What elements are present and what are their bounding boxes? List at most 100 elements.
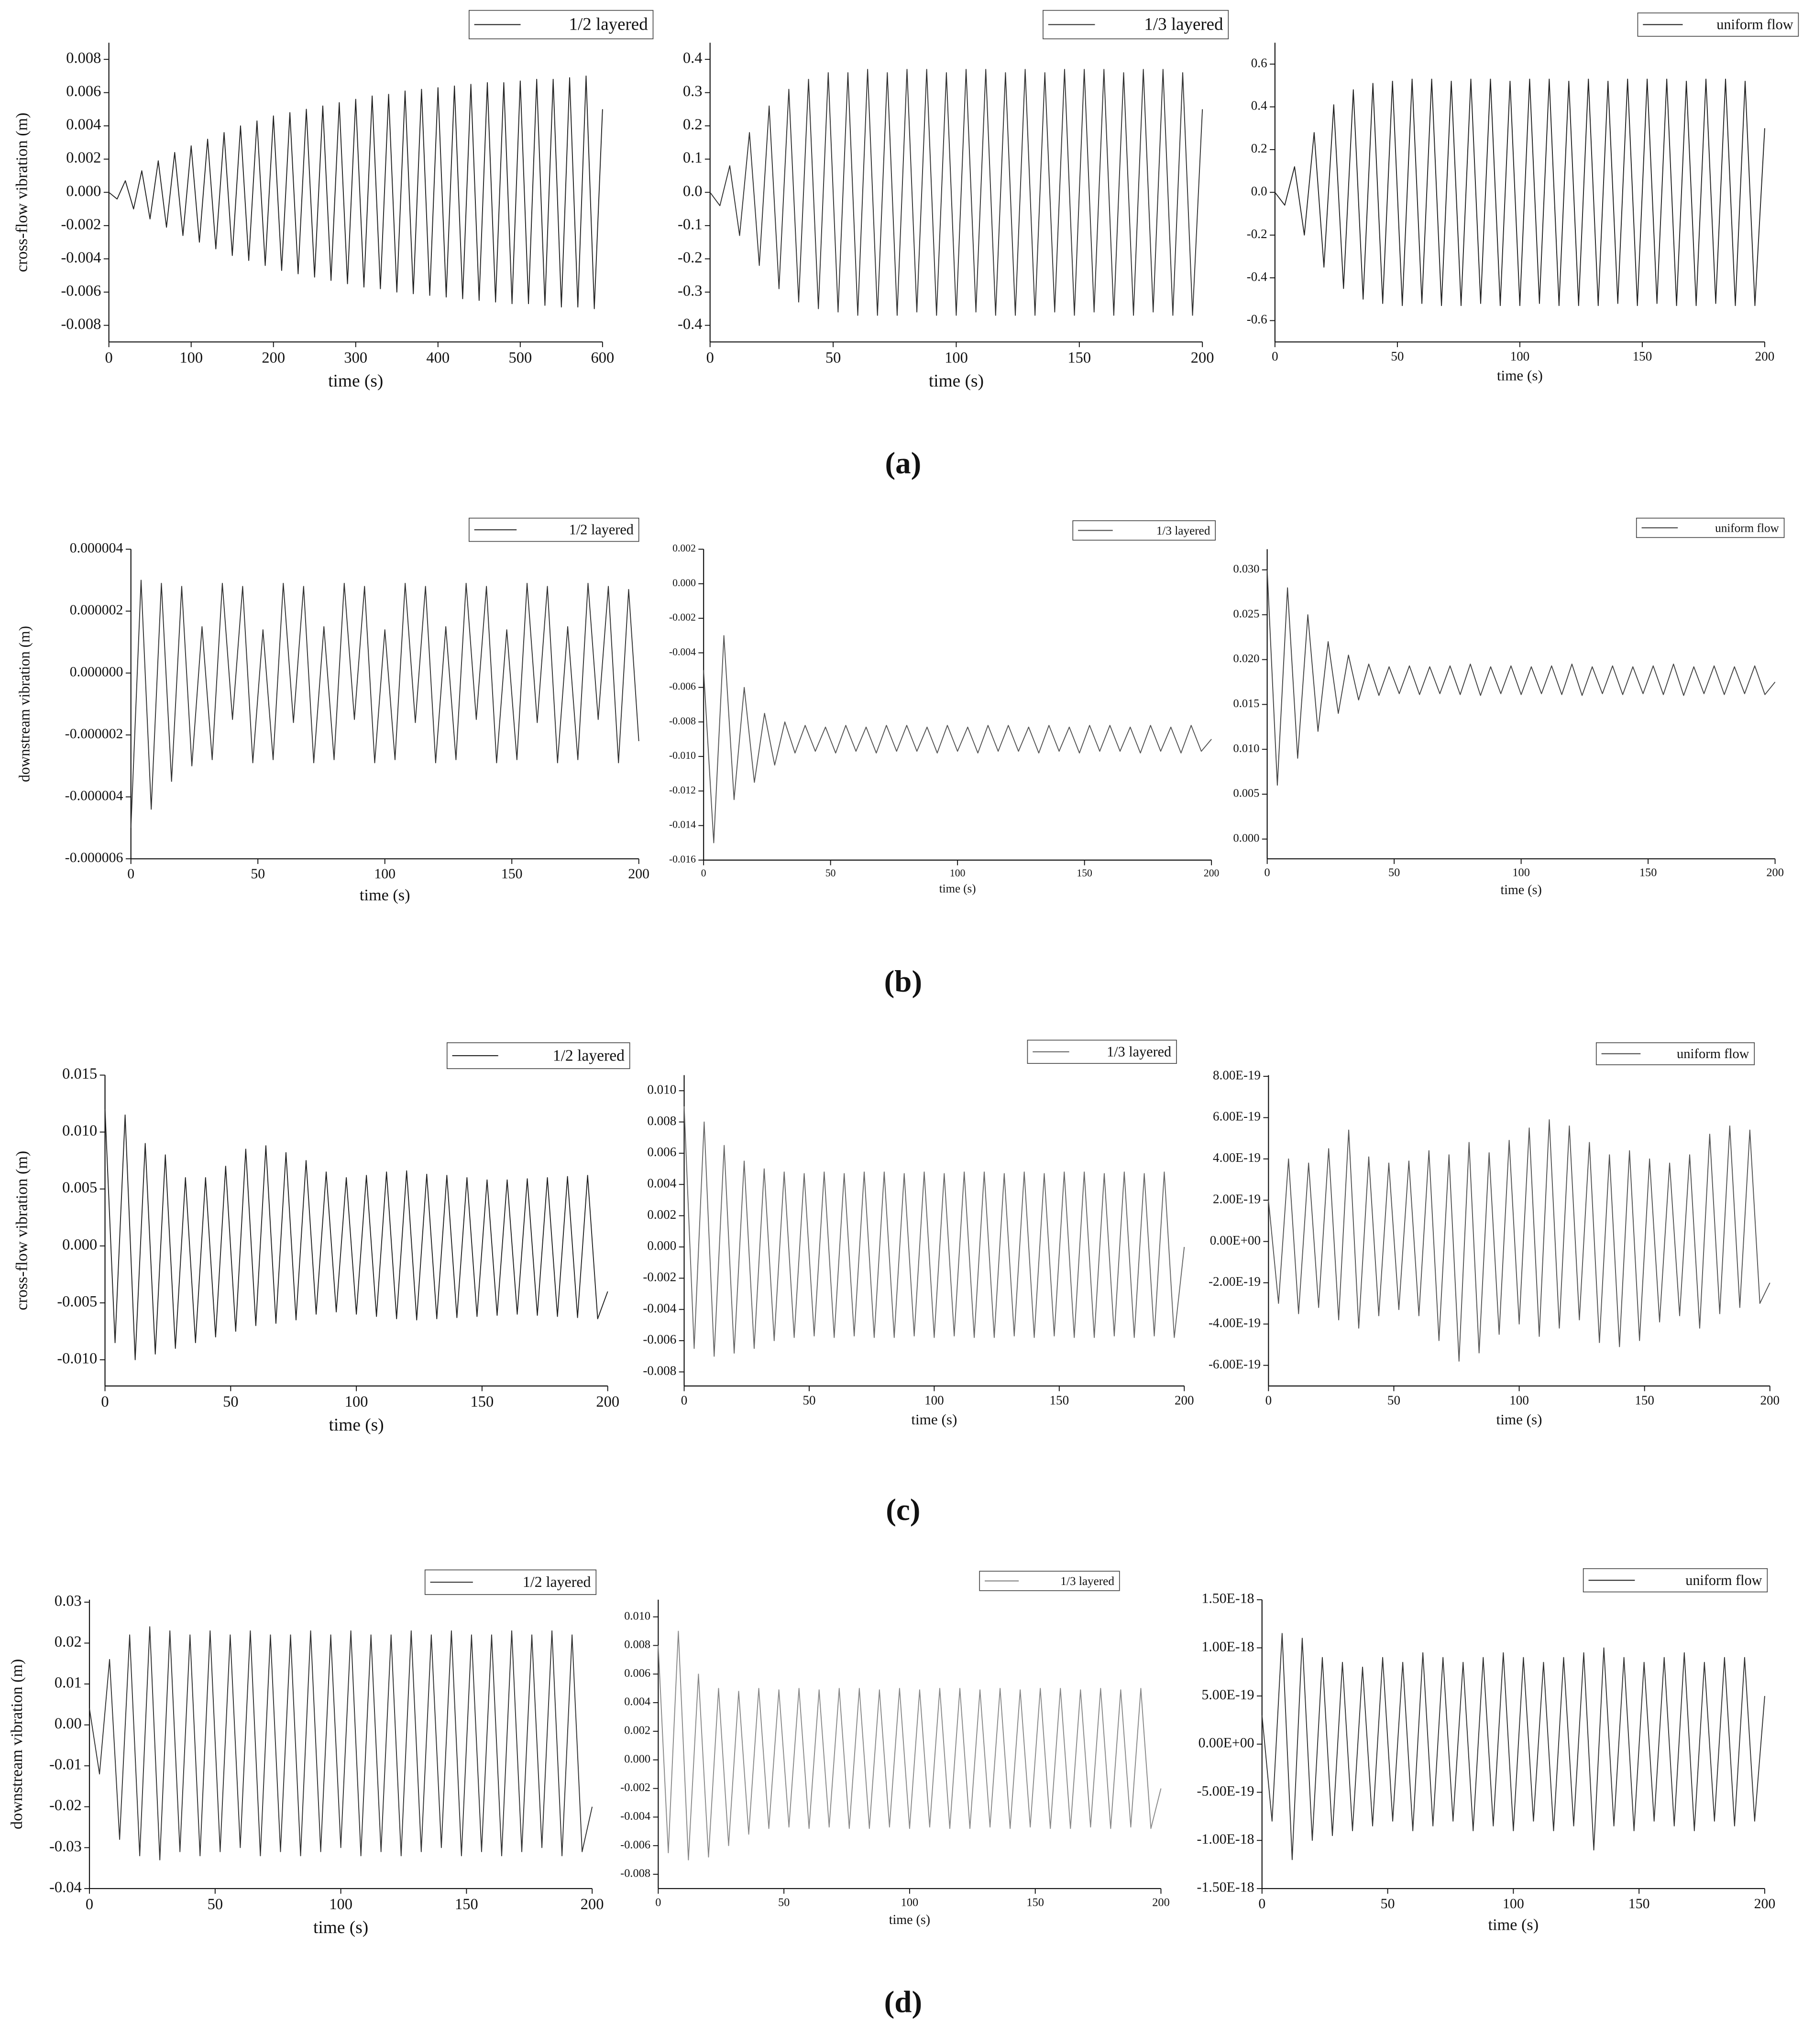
y-tick-label: 0.02 bbox=[55, 1633, 82, 1651]
x-tick-label: 200 bbox=[581, 1896, 604, 1913]
y-tick-label: 5.00E-19 bbox=[1201, 1687, 1254, 1703]
legend-label: uniform flow bbox=[1716, 16, 1793, 33]
y-tick-label: -0.4 bbox=[678, 316, 702, 333]
y-tick-label: -0.002 bbox=[643, 1270, 676, 1284]
x-axis-label: time (s) bbox=[889, 1913, 930, 1927]
x-tick-label: 150 bbox=[1067, 349, 1091, 366]
y-tick-label: 0.010 bbox=[1233, 742, 1260, 755]
y-tick-label: 0.030 bbox=[1233, 562, 1260, 575]
x-tick-label: 0 bbox=[1272, 349, 1278, 363]
series-line bbox=[104, 1109, 608, 1360]
y-tick-label: -0.3 bbox=[678, 282, 702, 299]
x-tick-label: 100 bbox=[950, 867, 965, 879]
x-tick-label: 100 bbox=[901, 1896, 919, 1909]
panel-label: (b) bbox=[884, 964, 922, 999]
y-tick-label: -0.002 bbox=[61, 216, 101, 233]
x-tick-label: 400 bbox=[426, 349, 450, 366]
y-tick-label: 0.03 bbox=[55, 1592, 82, 1609]
y-tick-label: 0.000 bbox=[624, 1752, 650, 1765]
x-tick-label: 200 bbox=[1755, 349, 1775, 363]
x-tick-label: 50 bbox=[825, 867, 836, 879]
x-tick-label: 0 bbox=[655, 1896, 661, 1909]
y-tick-label: 1.00E-18 bbox=[1201, 1639, 1254, 1654]
x-tick-label: 50 bbox=[223, 1393, 239, 1410]
legend-label: 1/3 layered bbox=[1107, 1043, 1171, 1060]
y-tick-label: -6.00E-19 bbox=[1209, 1357, 1261, 1371]
legend-label: 1/3 layered bbox=[1156, 525, 1210, 537]
y-axis-label: cross-flow vibration (m) bbox=[13, 113, 31, 273]
x-tick-label: 150 bbox=[1050, 1393, 1069, 1407]
legend-label: 1/3 layered bbox=[1060, 1575, 1114, 1588]
y-tick-label: -0.1 bbox=[678, 216, 702, 233]
y-tick-label: -0.005 bbox=[57, 1293, 97, 1310]
x-tick-label: 150 bbox=[455, 1896, 478, 1913]
y-tick-label: -0.004 bbox=[61, 249, 101, 266]
y-tick-label: -0.03 bbox=[49, 1838, 82, 1855]
y-tick-label: -0.000004 bbox=[65, 787, 123, 803]
y-tick-label: -0.4 bbox=[1247, 269, 1267, 284]
series-line bbox=[109, 75, 603, 309]
y-tick-label: -0.008 bbox=[620, 1867, 650, 1880]
y-tick-label: -0.2 bbox=[678, 249, 702, 266]
y-tick-label: -4.00E-19 bbox=[1209, 1315, 1261, 1330]
y-tick-label: 0.4 bbox=[1251, 98, 1267, 113]
series-line bbox=[1261, 1633, 1765, 1860]
x-tick-label: 150 bbox=[1077, 867, 1092, 879]
x-tick-label: 200 bbox=[1766, 866, 1784, 879]
y-tick-label: -2.00E-19 bbox=[1209, 1274, 1261, 1289]
x-axis-label: time (s) bbox=[939, 882, 976, 895]
y-tick-label: -0.01 bbox=[49, 1756, 82, 1773]
y-tick-label: 0.010 bbox=[624, 1609, 650, 1622]
y-tick-label: -1.00E-18 bbox=[1197, 1831, 1254, 1847]
y-tick-label: 0.3 bbox=[683, 83, 703, 100]
x-tick-label: 50 bbox=[778, 1896, 790, 1909]
legend-box bbox=[979, 1571, 1120, 1591]
y-tick-label: 0.002 bbox=[624, 1724, 650, 1737]
y-tick-label: 0.01 bbox=[55, 1674, 82, 1692]
series-line bbox=[1275, 78, 1765, 306]
y-tick-label: -0.004 bbox=[669, 646, 696, 657]
y-tick-label: -0.002 bbox=[669, 612, 696, 623]
y-tick-label: -0.012 bbox=[669, 784, 696, 796]
x-tick-label: 200 bbox=[1760, 1393, 1780, 1407]
x-tick-label: 50 bbox=[1391, 349, 1404, 363]
y-tick-label: -0.006 bbox=[61, 282, 101, 299]
x-tick-label: 100 bbox=[374, 866, 396, 882]
legend-box bbox=[469, 10, 654, 40]
legend-label: 1/3 layered bbox=[1144, 14, 1223, 34]
y-tick-label: 0.020 bbox=[1233, 652, 1260, 665]
x-tick-label: 100 bbox=[1512, 866, 1530, 879]
series-line bbox=[89, 1626, 593, 1860]
x-tick-label: 0 bbox=[127, 866, 134, 882]
y-tick-label: 6.00E-19 bbox=[1213, 1109, 1261, 1124]
x-axis-label: time (s) bbox=[360, 886, 410, 904]
y-tick-label: 0.010 bbox=[647, 1082, 676, 1096]
y-tick-label: -5.00E-19 bbox=[1197, 1783, 1254, 1799]
x-tick-label: 50 bbox=[1387, 1393, 1400, 1407]
series-line bbox=[130, 579, 639, 828]
y-tick-label: 0.006 bbox=[624, 1667, 650, 1680]
y-tick-label: 0.004 bbox=[647, 1176, 676, 1191]
panel-label: (d) bbox=[884, 1985, 922, 2020]
x-tick-label: 100 bbox=[1509, 1393, 1529, 1407]
legend-label: uniform flow bbox=[1677, 1047, 1749, 1061]
x-tick-label: 600 bbox=[591, 349, 614, 366]
y-tick-label: -0.006 bbox=[669, 681, 696, 692]
y-tick-label: 0.008 bbox=[647, 1114, 676, 1128]
x-axis-label: time (s) bbox=[329, 1415, 384, 1435]
x-tick-label: 200 bbox=[1152, 1896, 1170, 1909]
y-tick-label: 0.006 bbox=[66, 83, 101, 100]
x-axis-label: time (s) bbox=[1496, 1411, 1542, 1428]
x-tick-label: 150 bbox=[501, 866, 523, 882]
y-tick-label: -0.010 bbox=[57, 1350, 97, 1367]
y-axis-label: cross-flow vibration (m) bbox=[13, 1151, 31, 1311]
legend-label: uniform flow bbox=[1715, 522, 1779, 535]
y-tick-label: -0.04 bbox=[49, 1879, 82, 1896]
y-tick-label: 0.000 bbox=[1233, 831, 1260, 844]
x-tick-label: 500 bbox=[508, 349, 532, 366]
series-line bbox=[683, 1106, 1185, 1357]
y-tick-label: 0.6 bbox=[1251, 55, 1267, 70]
y-tick-label: 0.00E+00 bbox=[1198, 1735, 1254, 1751]
x-tick-label: 0 bbox=[86, 1896, 93, 1913]
x-axis-label: time (s) bbox=[1497, 367, 1543, 384]
